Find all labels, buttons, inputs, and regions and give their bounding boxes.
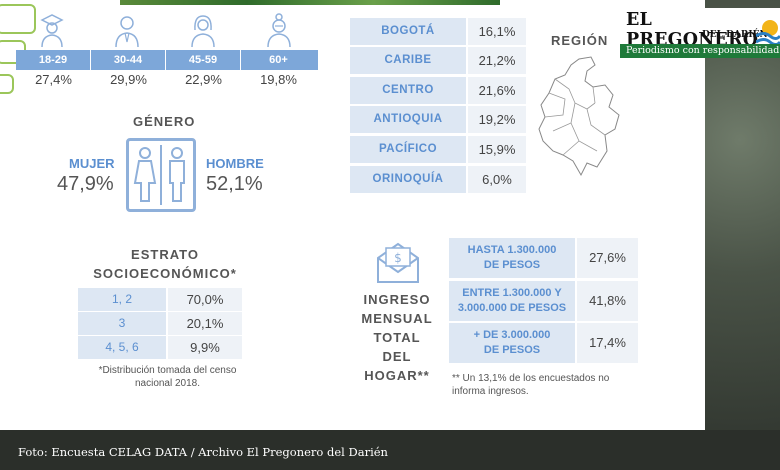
income-note-line: ** Un 13,1% de los encuestados no	[452, 373, 610, 384]
region-name: ORINOQUÍA	[350, 166, 466, 193]
background-leaf-texture	[700, 0, 780, 470]
female-label: MUJER	[69, 156, 115, 171]
region-name: ANTIOQUIA	[350, 106, 466, 133]
income-title-line: TOTAL DEL	[373, 330, 421, 364]
income-value: 41,8%	[577, 281, 638, 321]
stratum-note-line: nacional 2018.	[134, 378, 201, 389]
region-name: CENTRO	[350, 77, 466, 104]
income-note-line: informa ingresos.	[452, 386, 529, 397]
age-value: 22,9%	[185, 72, 222, 87]
age-bar	[16, 50, 318, 70]
region-name: CARIBE	[350, 47, 466, 74]
leaf-border-decoration	[120, 0, 500, 5]
age-value: 19,8%	[260, 72, 297, 87]
income-bracket: HASTA 1.300.000 DE PESOS	[449, 238, 575, 278]
sun-waves-icon	[756, 20, 780, 46]
age-label: 60+	[269, 54, 288, 66]
region-row: CARIBE 21,2%	[350, 47, 526, 74]
infographic-card: 18-29 30-44 45-59 60+ 27,4% 29,9% 22,9% …	[0, 0, 705, 430]
elderly-woman-icon	[267, 13, 291, 48]
income-bracket-line: DE PESOS	[483, 344, 541, 356]
stratum-name: 3	[78, 312, 166, 335]
income-title-line: MENSUAL	[361, 311, 433, 326]
logo-subtitle: DEL DARIÉN	[702, 30, 768, 40]
income-value: 27,6%	[577, 238, 638, 278]
income-title-line: INGRESO	[363, 292, 431, 307]
region-value: 6,0%	[468, 166, 526, 193]
age-value: 27,4%	[35, 72, 72, 87]
income-bracket: ENTRE 1.300.000 Y 3.000.000 DE PESOS	[449, 281, 575, 321]
income-row: ENTRE 1.300.000 Y 3.000.000 DE PESOS 41,…	[449, 281, 638, 321]
income-bracket: + DE 3.000.000 DE PESOS	[449, 323, 575, 363]
income-bracket-line: HASTA 1.300.000	[467, 244, 557, 256]
logo-tagline: Periodismo con responsabilidad	[626, 45, 780, 56]
photo-caption: Foto: Encuesta CELAG DATA / Archivo El P…	[18, 445, 388, 459]
stratum-name: 1, 2	[78, 288, 166, 311]
graduate-icon	[40, 14, 64, 48]
region-value: 16,1%	[468, 18, 526, 45]
region-row: PACÍFICO 15,9%	[350, 136, 526, 163]
stratum-name: 4, 5, 6	[78, 336, 166, 359]
female-value: 47,9%	[57, 173, 114, 195]
stratum-row: 4, 5, 6 9,9%	[78, 336, 242, 359]
region-name: PACÍFICO	[350, 136, 466, 163]
region-value: 21,6%	[468, 77, 526, 104]
caption-bar	[0, 430, 780, 470]
region-value: 19,2%	[468, 106, 526, 133]
income-bracket-line: + DE 3.000.000	[473, 329, 551, 341]
money-envelope-icon: $	[377, 242, 419, 283]
svg-text:$: $	[394, 251, 402, 265]
green-frame-decoration	[0, 4, 36, 34]
stratum-row: 3 20,1%	[78, 312, 242, 335]
stratum-title-line: SOCIOECONÓMICO*	[93, 266, 237, 281]
colombia-map-icon	[538, 56, 620, 177]
stratum-note: *Distribución tomada del censo nacional …	[80, 364, 255, 390]
male-label: HOMBRE	[206, 156, 264, 171]
income-note: ** Un 13,1% de los encuestados no inform…	[452, 372, 622, 398]
age-label: 30-44	[91, 50, 166, 70]
income-bracket-line: ENTRE 1.300.000 Y	[462, 287, 562, 299]
region-row: ANTIOQUIA 19,2%	[350, 106, 526, 133]
age-label: 45-59	[166, 50, 241, 70]
region-row: ORINOQUÍA 6,0%	[350, 166, 526, 193]
age-label: 18-29	[16, 50, 91, 70]
adult-man-icon	[115, 16, 139, 48]
income-row: + DE 3.000.000 DE PESOS 17,4%	[449, 323, 638, 363]
stratum-value: 9,9%	[168, 336, 242, 359]
region-value: 15,9%	[468, 136, 526, 163]
male-value: 52,1%	[206, 173, 263, 195]
gender-title: GÉNERO	[133, 114, 196, 129]
region-row: CENTRO 21,6%	[350, 77, 526, 104]
gender-icon-frame	[126, 138, 196, 212]
region-name: BOGOTÁ	[350, 18, 466, 45]
income-bracket-line: DE PESOS	[483, 259, 541, 271]
income-title: INGRESO MENSUAL TOTAL DEL HOGAR**	[360, 290, 434, 385]
region-title: REGIÓN	[551, 33, 609, 48]
stratum-value: 70,0%	[168, 288, 242, 311]
age-value: 29,9%	[110, 72, 147, 87]
pregonero-logo[interactable]: EL PREGONERO DEL DARIÉN Periodismo con r…	[620, 8, 780, 58]
green-frame-decoration	[0, 74, 14, 94]
stratum-title: ESTRATO SOCIOECONÓMICO*	[80, 245, 250, 283]
logo-tagline-band: Periodismo con responsabilidad	[620, 44, 780, 58]
region-row: BOGOTÁ 16,1%	[350, 18, 526, 45]
stratum-row: 1, 2 70,0%	[78, 288, 242, 311]
stratum-title-line: ESTRATO	[131, 247, 199, 262]
region-value: 21,2%	[468, 47, 526, 74]
income-row: HASTA 1.300.000 DE PESOS 27,6%	[449, 238, 638, 278]
restroom-gender-icon	[133, 145, 185, 205]
adult-woman-icon	[191, 15, 215, 48]
logo-background	[620, 8, 780, 46]
stratum-note-line: *Distribución tomada del censo	[98, 365, 237, 376]
income-value: 17,4%	[577, 323, 638, 363]
stratum-value: 20,1%	[168, 312, 242, 335]
income-title-line: HOGAR**	[364, 368, 430, 383]
income-bracket-line: 3.000.000 DE PESOS	[457, 302, 567, 314]
